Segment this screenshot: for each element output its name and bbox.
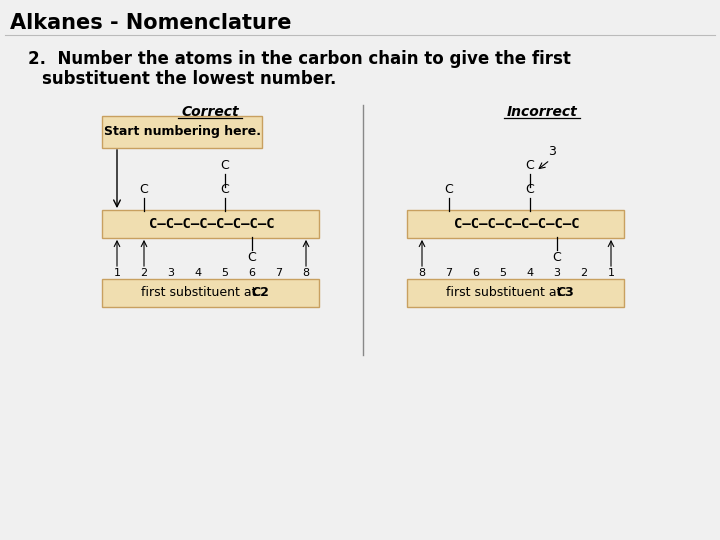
Text: 3: 3 — [168, 268, 174, 278]
Text: C–C–C–C–C–C–C–C: C–C–C–C–C–C–C–C — [454, 217, 580, 231]
Text: 4: 4 — [194, 268, 202, 278]
Text: 5: 5 — [222, 268, 228, 278]
Text: 8: 8 — [302, 268, 310, 278]
Text: 2.  Number the atoms in the carbon chain to give the first: 2. Number the atoms in the carbon chain … — [28, 50, 571, 68]
Text: 1: 1 — [608, 268, 614, 278]
Text: 3: 3 — [554, 268, 560, 278]
Text: C: C — [526, 159, 534, 172]
Text: substituent the lowest number.: substituent the lowest number. — [42, 70, 336, 88]
Text: Correct: Correct — [181, 105, 239, 119]
Text: C: C — [220, 159, 230, 172]
Text: C2: C2 — [251, 287, 269, 300]
FancyBboxPatch shape — [407, 210, 624, 238]
Text: C: C — [220, 183, 230, 196]
Text: C: C — [445, 183, 454, 196]
Text: Alkanes - Nomenclature: Alkanes - Nomenclature — [10, 13, 292, 33]
Text: C: C — [140, 183, 148, 196]
Text: 2: 2 — [140, 268, 148, 278]
Text: 7: 7 — [446, 268, 453, 278]
Text: C: C — [248, 251, 256, 264]
Text: C: C — [526, 183, 534, 196]
Text: 5: 5 — [500, 268, 506, 278]
Text: 8: 8 — [418, 268, 426, 278]
Text: Start numbering here.: Start numbering here. — [104, 125, 261, 138]
Text: 6: 6 — [248, 268, 256, 278]
Text: 4: 4 — [526, 268, 534, 278]
FancyBboxPatch shape — [102, 116, 262, 148]
Text: first substituent at: first substituent at — [140, 287, 260, 300]
FancyBboxPatch shape — [407, 279, 624, 307]
Text: 7: 7 — [276, 268, 282, 278]
FancyBboxPatch shape — [102, 279, 319, 307]
Text: C–C–C–C–C–C–C–C: C–C–C–C–C–C–C–C — [149, 217, 274, 231]
Text: first substituent at: first substituent at — [446, 287, 565, 300]
FancyBboxPatch shape — [102, 210, 319, 238]
Text: C: C — [553, 251, 562, 264]
Text: Incorrect: Incorrect — [507, 105, 577, 119]
Text: 3: 3 — [548, 145, 556, 158]
Text: 6: 6 — [472, 268, 480, 278]
Text: C3: C3 — [557, 287, 575, 300]
Text: 1: 1 — [114, 268, 120, 278]
Text: 2: 2 — [580, 268, 588, 278]
